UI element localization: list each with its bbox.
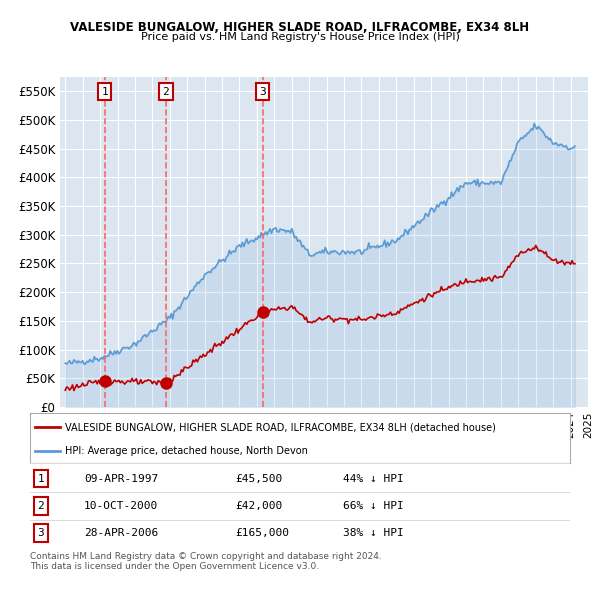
Text: 1: 1 (37, 474, 44, 484)
Text: VALESIDE BUNGALOW, HIGHER SLADE ROAD, ILFRACOMBE, EX34 8LH (detached house): VALESIDE BUNGALOW, HIGHER SLADE ROAD, IL… (65, 422, 496, 432)
Text: 38% ↓ HPI: 38% ↓ HPI (343, 528, 404, 538)
Text: £42,000: £42,000 (235, 501, 283, 511)
Text: Contains HM Land Registry data © Crown copyright and database right 2024.
This d: Contains HM Land Registry data © Crown c… (30, 552, 382, 571)
Text: 2: 2 (163, 87, 169, 97)
Text: 28-APR-2006: 28-APR-2006 (84, 528, 158, 538)
Text: VALESIDE BUNGALOW, HIGHER SLADE ROAD, ILFRACOMBE, EX34 8LH: VALESIDE BUNGALOW, HIGHER SLADE ROAD, IL… (70, 21, 530, 34)
Text: 66% ↓ HPI: 66% ↓ HPI (343, 501, 404, 511)
Text: 2: 2 (37, 501, 44, 511)
Text: 1: 1 (101, 87, 108, 97)
Text: 3: 3 (259, 87, 266, 97)
Text: 44% ↓ HPI: 44% ↓ HPI (343, 474, 404, 484)
Text: £45,500: £45,500 (235, 474, 283, 484)
Text: 3: 3 (37, 528, 44, 538)
Text: HPI: Average price, detached house, North Devon: HPI: Average price, detached house, Nort… (65, 445, 308, 455)
Text: 09-APR-1997: 09-APR-1997 (84, 474, 158, 484)
Text: £165,000: £165,000 (235, 528, 289, 538)
Text: 10-OCT-2000: 10-OCT-2000 (84, 501, 158, 511)
Text: Price paid vs. HM Land Registry's House Price Index (HPI): Price paid vs. HM Land Registry's House … (140, 32, 460, 42)
